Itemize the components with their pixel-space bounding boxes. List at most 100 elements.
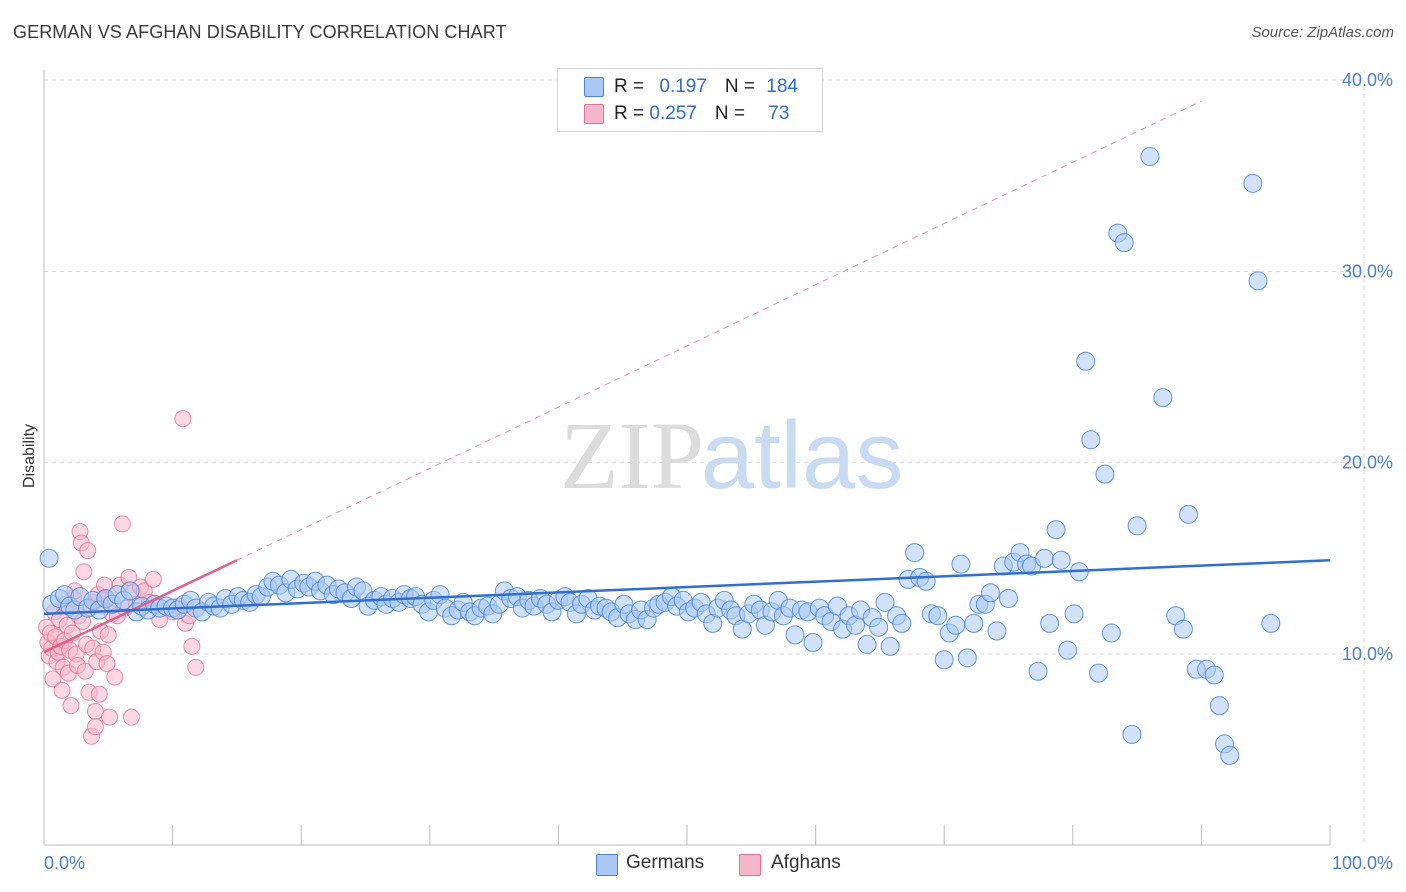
afghan-point — [76, 662, 94, 680]
german-point — [1076, 351, 1096, 371]
afghan-point — [44, 670, 62, 688]
german-point — [1127, 516, 1147, 536]
german-point — [120, 581, 140, 601]
tick-labels: 10.0% 20.0% 30.0% 40.0% 0.0% 100.0% — [44, 70, 1393, 873]
german-series — [39, 147, 1281, 765]
bottom-legend-label-germans: Germans — [626, 852, 705, 873]
german-trend-line — [43, 558, 1331, 616]
german-point — [1248, 271, 1268, 291]
german-point — [803, 633, 823, 653]
legend-r-value: 0.257 — [649, 103, 697, 124]
german-point — [1173, 619, 1193, 639]
german-point — [934, 650, 954, 670]
watermark-atlas: atlas — [701, 402, 904, 509]
german-point — [905, 543, 925, 563]
legend-n-label: N = — [724, 76, 761, 97]
german-point — [1140, 147, 1160, 167]
german-point — [980, 583, 1000, 603]
legend-r-value: 0.197 — [659, 76, 707, 97]
german-point — [1064, 604, 1084, 624]
german-point — [39, 548, 59, 568]
axes — [43, 70, 1331, 846]
bottom-legend-label-afghans: Afghans — [771, 852, 841, 873]
german-point — [1220, 745, 1240, 765]
german-point — [1040, 613, 1060, 633]
german-point — [1095, 464, 1115, 484]
german-point — [916, 571, 936, 591]
bottom-legend-swatch-afghans — [739, 854, 761, 876]
source-label: Source: ZipAtlas.com — [1251, 24, 1394, 41]
german-point — [1058, 640, 1078, 660]
y-axis-label: Disability — [21, 424, 38, 488]
german-point — [1122, 724, 1142, 744]
legend-n-value: 184 — [766, 76, 798, 97]
afghan-point — [90, 685, 108, 703]
watermark: ZIP atlas — [560, 402, 903, 509]
afghan-trend-extension — [236, 100, 1202, 561]
legend: R = 0.197 N = 184 R = 0.257 N = 73 — [557, 68, 823, 132]
legend-r-label: R = — [614, 76, 650, 97]
german-point — [1261, 613, 1281, 633]
german-point — [857, 634, 877, 654]
german-point — [880, 636, 900, 656]
legend-swatch-afghans — [584, 104, 604, 124]
y-tick-label: 20.0% — [1342, 453, 1393, 473]
german-point — [987, 621, 1007, 641]
afghan-point — [106, 668, 124, 686]
german-point — [946, 615, 966, 635]
german-point — [1051, 550, 1071, 570]
afghan-point — [144, 570, 162, 588]
german-point — [892, 613, 912, 633]
german-point — [951, 554, 971, 574]
german-point — [1209, 696, 1229, 716]
german-point — [1204, 665, 1224, 685]
afghan-series — [38, 410, 205, 745]
y-tick-label: 10.0% — [1342, 644, 1393, 664]
x-tick-label: 100.0% — [1332, 853, 1393, 873]
german-point — [1153, 388, 1173, 408]
y-tick-label: 30.0% — [1342, 261, 1393, 281]
german-point — [1028, 661, 1048, 681]
german-point — [875, 592, 895, 612]
legend-n-value: 73 — [768, 103, 790, 124]
afghan-point — [122, 708, 140, 726]
x-tick-label: 0.0% — [44, 853, 85, 873]
german-point — [964, 613, 984, 633]
afghan-point — [62, 697, 80, 715]
german-point — [957, 648, 977, 668]
german-point — [1089, 663, 1109, 683]
german-point — [1081, 430, 1101, 450]
german-point — [785, 625, 805, 645]
german-point — [1046, 520, 1066, 540]
german-point — [1101, 623, 1121, 643]
german-point — [869, 617, 889, 637]
legend-n-label: N = — [714, 103, 751, 124]
german-point — [1243, 173, 1263, 193]
legend-swatch-germans — [584, 77, 604, 97]
german-point — [928, 606, 948, 626]
german-point — [999, 589, 1018, 609]
y-tick-label: 40.0% — [1342, 70, 1393, 90]
afghan-point — [86, 702, 104, 720]
grid-lines — [44, 70, 1365, 845]
afghan-point — [99, 626, 117, 644]
afghan-trend-line — [43, 559, 238, 654]
afghan-point — [75, 563, 93, 581]
german-point — [1179, 504, 1199, 524]
bottom-legend-swatch-germans — [596, 854, 618, 876]
afghan-point — [98, 655, 116, 673]
chart-title: GERMAN VS AFGHAN DISABILITY CORRELATION … — [13, 22, 507, 42]
afghan-point — [53, 681, 71, 699]
legend-r-label: R = — [614, 103, 650, 124]
afghan-point — [79, 542, 97, 560]
afghan-point — [174, 410, 192, 428]
trend-lines — [43, 100, 1331, 654]
watermark-zip: ZIP — [560, 402, 704, 509]
afghan-point — [183, 637, 201, 655]
german-point — [1114, 233, 1134, 253]
afghan-point — [113, 515, 131, 533]
afghan-point — [86, 718, 104, 736]
german-point — [1035, 548, 1055, 568]
afghan-point — [187, 658, 205, 676]
